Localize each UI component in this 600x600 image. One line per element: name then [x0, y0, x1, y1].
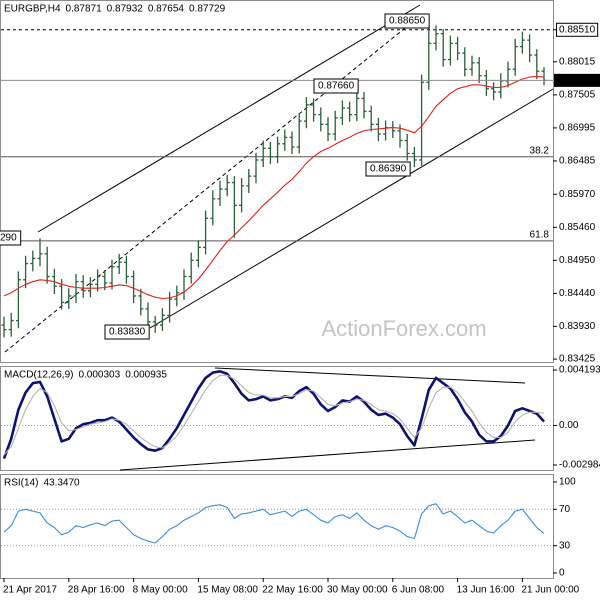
price-label-box: [554, 73, 600, 87]
y-tick-label: 0.86995: [559, 123, 596, 134]
panel-header: 0.000935: [125, 370, 167, 381]
y-tick-label: 0.00: [559, 420, 579, 431]
indicator-line: [3, 75, 545, 300]
indicator-line: [3, 374, 545, 456]
annotation: 0.83830: [109, 327, 146, 338]
y-tick-label: 100: [559, 477, 576, 488]
panel-header: 0.87932: [107, 4, 144, 15]
x-tick-label: 30 May 00:00: [327, 585, 388, 596]
watermark: ActionForex.com: [321, 316, 486, 341]
channel-mid: [4, 19, 416, 353]
macd-trend-lower: [119, 439, 536, 471]
annotation: 0.86390: [370, 164, 407, 175]
indicator-line: [3, 503, 545, 544]
x-tick-label: 13 Jun 16:00: [457, 585, 515, 596]
y-tick-label: 0.84440: [559, 288, 596, 299]
panel-header: 0.000303: [78, 370, 120, 381]
panel-header: 43.3470: [43, 478, 80, 489]
panel-header: 0.87654: [148, 4, 185, 15]
y-tick-label: 0.84950: [559, 255, 596, 266]
y-tick-label: 30: [559, 540, 571, 551]
panel-header: MACD(12,26,9): [4, 370, 73, 381]
x-tick-label: 21 Apr 2017: [3, 585, 57, 596]
annotation-box: [384, 13, 430, 29]
panel-header: 0.87871: [66, 4, 103, 15]
channel-lower: [149, 88, 554, 329]
fib-label: 38.2: [530, 145, 550, 156]
x-tick-label: 8 May 00:00: [133, 585, 188, 596]
rsi-panel: [0, 474, 554, 579]
y-tick-label: 0.85970: [559, 189, 596, 200]
y-tick-label: 0.004193: [559, 365, 600, 376]
x-tick-label: 21 Jun 00:00: [521, 585, 579, 596]
y-tick-label: 0.83930: [559, 321, 596, 332]
panel-header: 0.87729: [189, 4, 226, 15]
price-panel: [0, 0, 554, 363]
annotation-box: [0, 230, 22, 246]
y-tick-label: 70: [559, 504, 571, 515]
price-label: 0.87729: [559, 75, 596, 86]
panel-header: RSI(14): [4, 478, 38, 489]
annotation: 290: [0, 233, 17, 244]
y-tick-label: 0.88510: [559, 24, 596, 35]
annotation: 0.88650: [389, 16, 426, 27]
trend-lines: [4, 4, 554, 471]
y-tick-label: 0.86485: [559, 156, 596, 167]
y-tick-label: 0.87505: [559, 90, 596, 101]
macd-panel: [0, 366, 554, 471]
annotation: 0.87660: [318, 81, 355, 92]
x-tick-label: 28 Apr 16:00: [68, 585, 125, 596]
y-tick-label: 0.88015: [559, 56, 596, 67]
indicator-line: [2, 370, 545, 460]
x-tick-label: 15 May 08:00: [197, 585, 258, 596]
panel-header: EURGBP,H4: [4, 4, 61, 15]
fib-label: 61.8: [530, 230, 550, 241]
annotation-box: [313, 78, 359, 94]
macd-trend-upper: [214, 367, 526, 384]
y-tick-label: 0.85460: [559, 222, 596, 233]
channel-upper: [37, 4, 421, 233]
x-tick-label: 6 Jun 08:00: [392, 585, 445, 596]
y-tick-box: [556, 22, 599, 37]
y-tick-label: -0.002984: [559, 460, 600, 471]
y-tick-label: 0.83425: [559, 354, 596, 365]
annotation-box: [104, 324, 150, 340]
x-tick-label: 22 May 16:00: [262, 585, 323, 596]
annotation-box: [365, 161, 411, 177]
y-tick-label: 0: [559, 568, 565, 579]
